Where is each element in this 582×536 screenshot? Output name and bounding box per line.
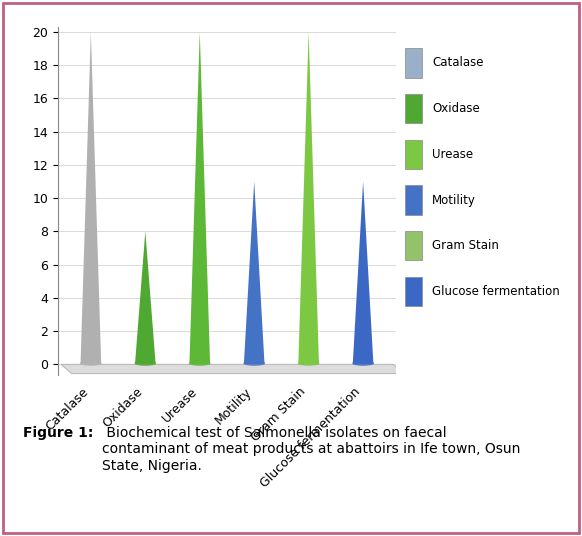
Text: Motility: Motility: [432, 193, 476, 206]
FancyBboxPatch shape: [405, 94, 422, 123]
FancyBboxPatch shape: [405, 185, 422, 215]
Text: Catalase: Catalase: [432, 56, 484, 70]
Polygon shape: [80, 32, 101, 364]
Text: Figure 1:: Figure 1:: [23, 426, 94, 440]
Ellipse shape: [298, 360, 320, 366]
Ellipse shape: [189, 360, 211, 366]
FancyBboxPatch shape: [405, 231, 422, 260]
Text: Glucose fermentation: Glucose fermentation: [432, 285, 560, 298]
FancyBboxPatch shape: [405, 48, 422, 78]
Polygon shape: [353, 182, 374, 364]
Text: Biochemical test of Salmonella isolates on faecal
contaminant of meat products a: Biochemical test of Salmonella isolates …: [102, 426, 520, 473]
Text: Oxidase: Oxidase: [432, 102, 480, 115]
Text: Urease: Urease: [432, 148, 473, 161]
Polygon shape: [299, 32, 319, 364]
Polygon shape: [61, 364, 404, 374]
Ellipse shape: [80, 360, 102, 366]
Text: Gram Stain: Gram Stain: [432, 239, 499, 252]
Ellipse shape: [243, 360, 265, 366]
Polygon shape: [244, 182, 265, 364]
Ellipse shape: [352, 360, 374, 366]
FancyBboxPatch shape: [405, 277, 422, 306]
FancyBboxPatch shape: [405, 140, 422, 169]
Polygon shape: [189, 32, 210, 364]
Polygon shape: [135, 232, 155, 364]
Ellipse shape: [134, 360, 156, 366]
